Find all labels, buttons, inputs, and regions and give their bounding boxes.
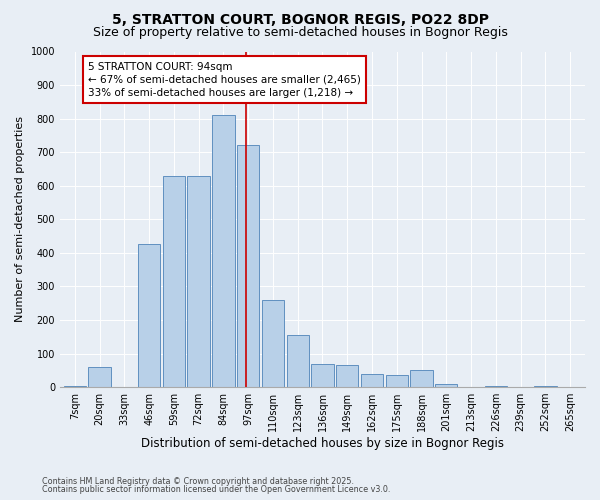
Text: Contains HM Land Registry data © Crown copyright and database right 2025.: Contains HM Land Registry data © Crown c… <box>42 477 354 486</box>
Bar <box>311 364 334 387</box>
Bar <box>138 244 160 387</box>
Bar <box>435 384 457 387</box>
Bar <box>410 370 433 387</box>
Y-axis label: Number of semi-detached properties: Number of semi-detached properties <box>15 116 25 322</box>
Bar <box>386 376 408 387</box>
Bar <box>485 386 507 387</box>
Text: Contains public sector information licensed under the Open Government Licence v3: Contains public sector information licen… <box>42 485 391 494</box>
Bar <box>64 386 86 387</box>
Bar <box>262 300 284 387</box>
Bar <box>534 386 557 387</box>
Text: 5 STRATTON COURT: 94sqm
← 67% of semi-detached houses are smaller (2,465)
33% of: 5 STRATTON COURT: 94sqm ← 67% of semi-de… <box>88 62 361 98</box>
Bar <box>212 116 235 387</box>
Bar <box>287 335 309 387</box>
Text: Size of property relative to semi-detached houses in Bognor Regis: Size of property relative to semi-detach… <box>92 26 508 39</box>
X-axis label: Distribution of semi-detached houses by size in Bognor Regis: Distribution of semi-detached houses by … <box>141 437 504 450</box>
Bar <box>361 374 383 387</box>
Bar <box>88 367 110 387</box>
Bar <box>187 176 210 387</box>
Bar <box>237 146 259 387</box>
Bar <box>336 366 358 387</box>
Bar <box>163 176 185 387</box>
Text: 5, STRATTON COURT, BOGNOR REGIS, PO22 8DP: 5, STRATTON COURT, BOGNOR REGIS, PO22 8D… <box>112 12 488 26</box>
